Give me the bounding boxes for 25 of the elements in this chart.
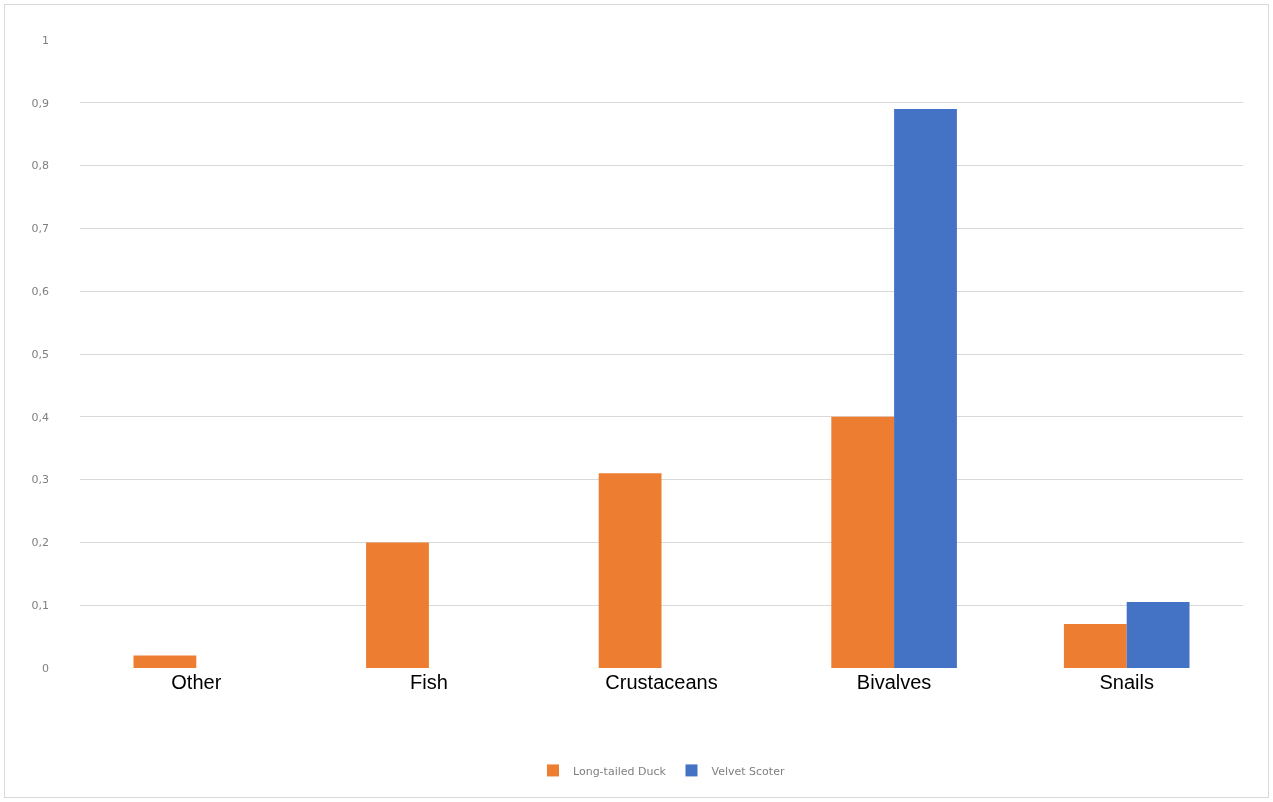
y-tick-label: 0,9 xyxy=(31,96,49,110)
bar xyxy=(366,542,429,668)
y-tick-label: 0,7 xyxy=(31,222,49,236)
y-tick-label: 1 xyxy=(42,33,49,47)
legend-label: Velvet Scoter xyxy=(711,764,785,778)
x-tick-label: Fish xyxy=(410,671,448,693)
bar xyxy=(894,109,957,668)
y-tick-label: 0,3 xyxy=(31,473,49,487)
bar xyxy=(1126,602,1190,668)
y-tick-label: 0,8 xyxy=(31,159,49,173)
y-tick-label: 0 xyxy=(42,661,49,675)
legend-label: Long-tailed Duck xyxy=(573,764,667,778)
bar xyxy=(133,655,197,668)
y-tick-label: 0,6 xyxy=(31,285,49,299)
bar xyxy=(1063,624,1127,668)
x-tick-label: Snails xyxy=(1099,671,1154,693)
bar xyxy=(831,416,895,668)
y-tick-label: 0,4 xyxy=(31,410,49,424)
x-tick-label: Other xyxy=(171,671,222,693)
y-tick-label: 0,5 xyxy=(31,347,49,361)
x-tick-label: Crustaceans xyxy=(605,671,718,693)
x-tick-label: Bivalves xyxy=(856,671,932,693)
y-tick-label: 0,2 xyxy=(31,536,49,550)
y-tick-label: 0,1 xyxy=(31,599,49,613)
bar xyxy=(598,473,662,668)
